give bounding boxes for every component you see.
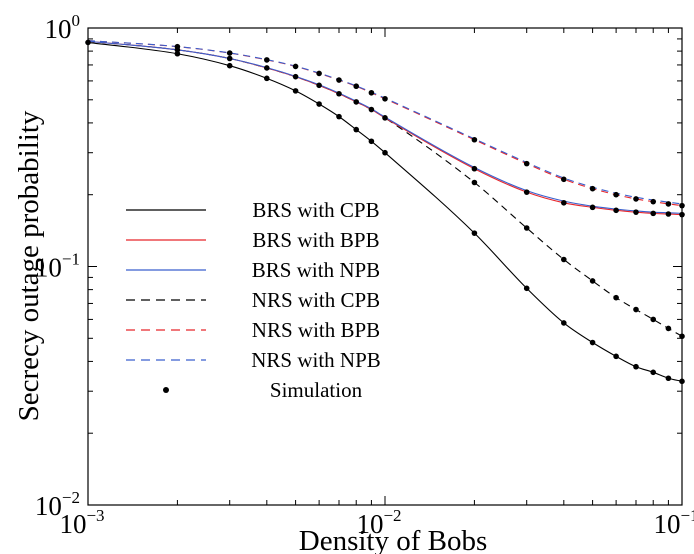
- simulation-point: [650, 369, 657, 376]
- simulation-point: [292, 73, 299, 80]
- legend-label: BRS with NPB: [252, 258, 380, 282]
- x-axis-label: Density of Bobs: [299, 525, 488, 554]
- legend-label: NRS with NPB: [251, 348, 381, 372]
- simulation-point: [174, 43, 181, 50]
- simulation-point: [316, 101, 322, 107]
- legend-label: NRS with CPB: [252, 288, 380, 312]
- simulation-point: [85, 39, 91, 46]
- simulation-point: [471, 230, 478, 236]
- simulation-point: [336, 90, 342, 97]
- simulation-point: [471, 165, 478, 172]
- legend: BRS with CPB BRS with BPB BRS with NPB NRS …: [126, 198, 381, 402]
- legend-label: BRS with CPB: [252, 198, 379, 222]
- simulation-point: [665, 211, 672, 217]
- simulation-point: [523, 225, 530, 231]
- y-axis-label: Secrecy outage probability: [13, 110, 45, 421]
- simulation-point: [589, 278, 596, 284]
- simulation-point: [650, 316, 657, 323]
- simulation-point: [613, 294, 619, 301]
- simulation-point: [665, 325, 672, 332]
- simulation-point: [633, 209, 639, 215]
- simulation-point: [561, 320, 567, 326]
- simulation-point: [353, 83, 360, 90]
- simulation-point: [561, 199, 567, 206]
- simulation-point: [382, 149, 388, 156]
- simulation-point: [613, 191, 619, 198]
- simulation-markers: [85, 39, 685, 385]
- simulation-point: [382, 115, 388, 121]
- simulation-point: [679, 378, 685, 385]
- legend-label: Simulation: [270, 378, 363, 402]
- simulation-point: [226, 55, 233, 62]
- simulation-point: [336, 77, 342, 83]
- simulation-point: [665, 375, 672, 382]
- simulation-point: [665, 201, 672, 207]
- simulation-point: [523, 160, 530, 167]
- y-tick-label: 10−1: [35, 250, 80, 283]
- y-tick-label: 10−2: [35, 488, 80, 521]
- simulation-point: [589, 185, 596, 192]
- simulation-point: [368, 138, 375, 145]
- simulation-point: [633, 196, 639, 202]
- simulation-point: [679, 333, 685, 340]
- simulation-point: [471, 179, 478, 186]
- simulation-point: [471, 136, 478, 143]
- simulation-point: [650, 198, 657, 205]
- x-tick-label: 10−3: [59, 506, 104, 539]
- y-tick-label: 100: [45, 11, 81, 44]
- simulation-point: [353, 126, 360, 133]
- simulation-point: [316, 70, 322, 77]
- simulation-point: [679, 211, 685, 218]
- simulation-point: [650, 210, 657, 217]
- simulation-point: [561, 176, 567, 183]
- simulation-point: [523, 189, 530, 195]
- simulation-point: [613, 207, 619, 214]
- simulation-point: [382, 95, 388, 102]
- axis-ticks: [87, 27, 683, 506]
- x-tick-label: 10−1: [653, 506, 694, 539]
- legend-label: NRS with BPB: [252, 318, 380, 342]
- simulation-point: [264, 75, 270, 82]
- simulation-point: [368, 89, 375, 96]
- simulation-point: [336, 113, 342, 120]
- simulation-point: [523, 285, 530, 292]
- simulation-point: [353, 99, 360, 105]
- simulation-point: [226, 62, 233, 69]
- simulation-point: [561, 256, 567, 263]
- legend-label: BRS with BPB: [252, 228, 379, 252]
- plot-area: [87, 27, 683, 506]
- simulation-point: [292, 88, 299, 94]
- simulation-point: [264, 57, 270, 63]
- x-tick-label: 10−2: [356, 506, 401, 539]
- legend-swatch: [163, 387, 169, 393]
- simulation-point: [264, 65, 270, 71]
- simulation-point: [679, 202, 685, 209]
- simulation-point: [368, 106, 375, 113]
- simulation-point: [292, 63, 299, 70]
- simulation-point: [613, 353, 619, 360]
- simulation-point: [633, 363, 639, 370]
- simulation-point: [226, 50, 233, 56]
- simulation-point: [633, 306, 639, 313]
- simulation-point: [589, 339, 596, 346]
- simulation-point: [589, 204, 596, 211]
- simulation-point: [174, 50, 181, 57]
- simulation-point: [316, 82, 322, 89]
